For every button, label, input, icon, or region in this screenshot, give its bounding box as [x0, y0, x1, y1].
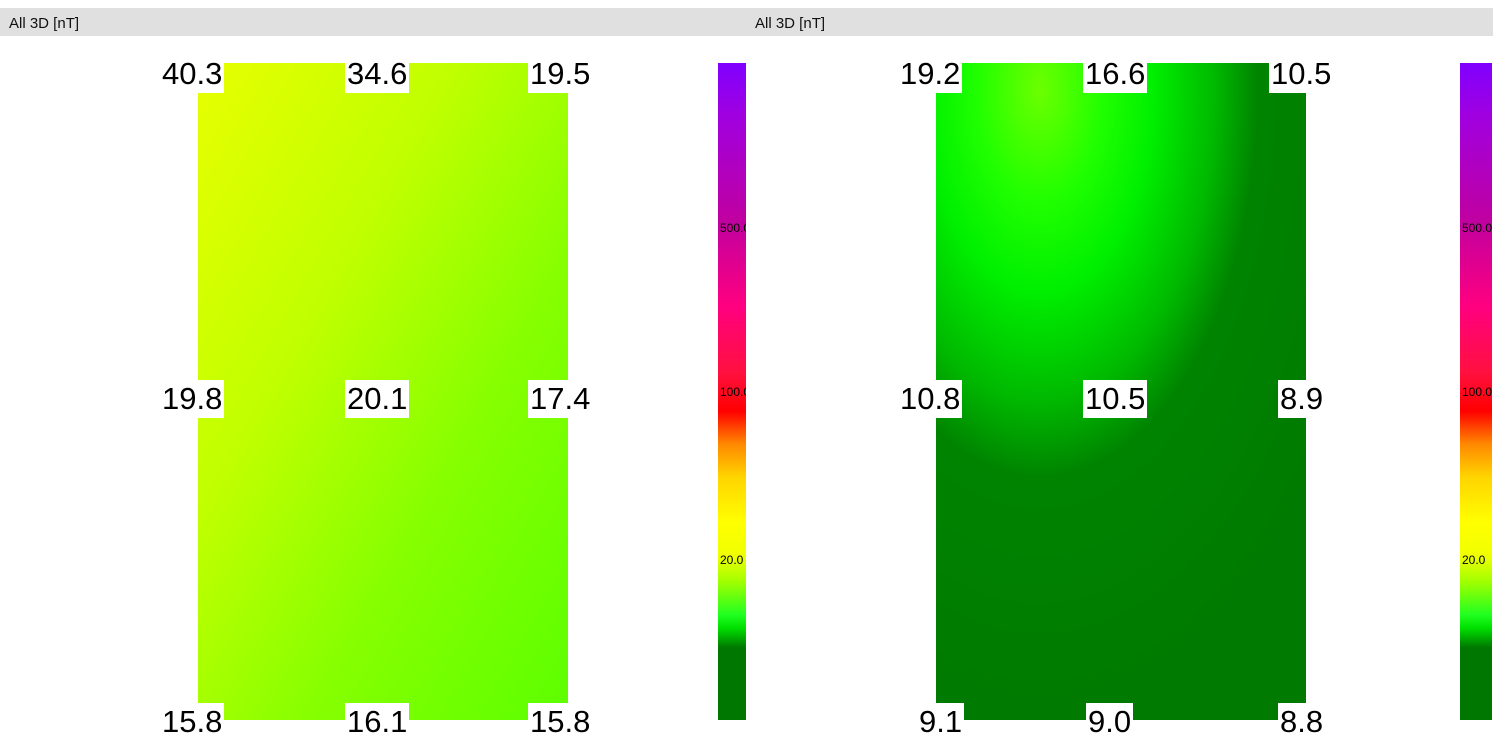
grid-value-r1c2: 17.4	[528, 380, 593, 418]
grid-value-r1c0: 10.8	[898, 380, 963, 418]
heatmap-panel-left: All 3D [nT] 40.3 34.6 19.5 19.8 20.1 17.…	[0, 0, 746, 744]
grid-value-r2c0: 9.1	[917, 703, 965, 741]
colorbar: 500.0 100.0 20.0	[1460, 63, 1492, 720]
grid-value-r1c1: 10.5	[1083, 380, 1148, 418]
colorbar: 500.0 100.0 20.0	[718, 63, 746, 720]
colorbar-tick-20: 20.0	[1462, 553, 1486, 567]
grid-value-r1c1: 20.1	[345, 380, 410, 418]
grid-value-r0c1: 16.6	[1083, 55, 1148, 93]
heatmap-panel-right: All 3D [nT] 19.2 16.6 10.5 10.8 10.5 8.9…	[746, 0, 1493, 744]
grid-value-r0c0: 40.3	[160, 55, 225, 93]
grid-value-r0c0: 19.2	[898, 55, 963, 93]
grid-value-r0c2: 10.5	[1269, 55, 1334, 93]
grid-value-r2c0: 15.8	[160, 703, 225, 741]
panel-title-bar: All 3D [nT]	[0, 8, 746, 36]
grid-value-r2c2: 15.8	[528, 703, 593, 741]
panel-title-bar: All 3D [nT]	[746, 8, 1493, 36]
colorbar-tick-500: 500.0	[720, 221, 746, 235]
colorbar-tick-500: 500.0	[1462, 221, 1493, 235]
grid-value-r1c0: 19.8	[160, 380, 225, 418]
panel-title: All 3D [nT]	[9, 15, 80, 32]
colorbar-tick-100: 100.0	[720, 385, 746, 399]
grid-value-r1c2: 8.9	[1278, 380, 1326, 418]
grid-value-r2c1: 16.1	[345, 703, 410, 741]
panel-title: All 3D [nT]	[755, 15, 826, 32]
grid-value-r0c1: 34.6	[345, 55, 410, 93]
grid-value-r2c2: 8.8	[1278, 703, 1326, 741]
colorbar-tick-20: 20.0	[720, 553, 744, 567]
grid-value-r0c2: 19.5	[528, 55, 593, 93]
colorbar-tick-100: 100.0	[1462, 385, 1493, 399]
grid-value-r2c1: 9.0	[1086, 703, 1134, 741]
